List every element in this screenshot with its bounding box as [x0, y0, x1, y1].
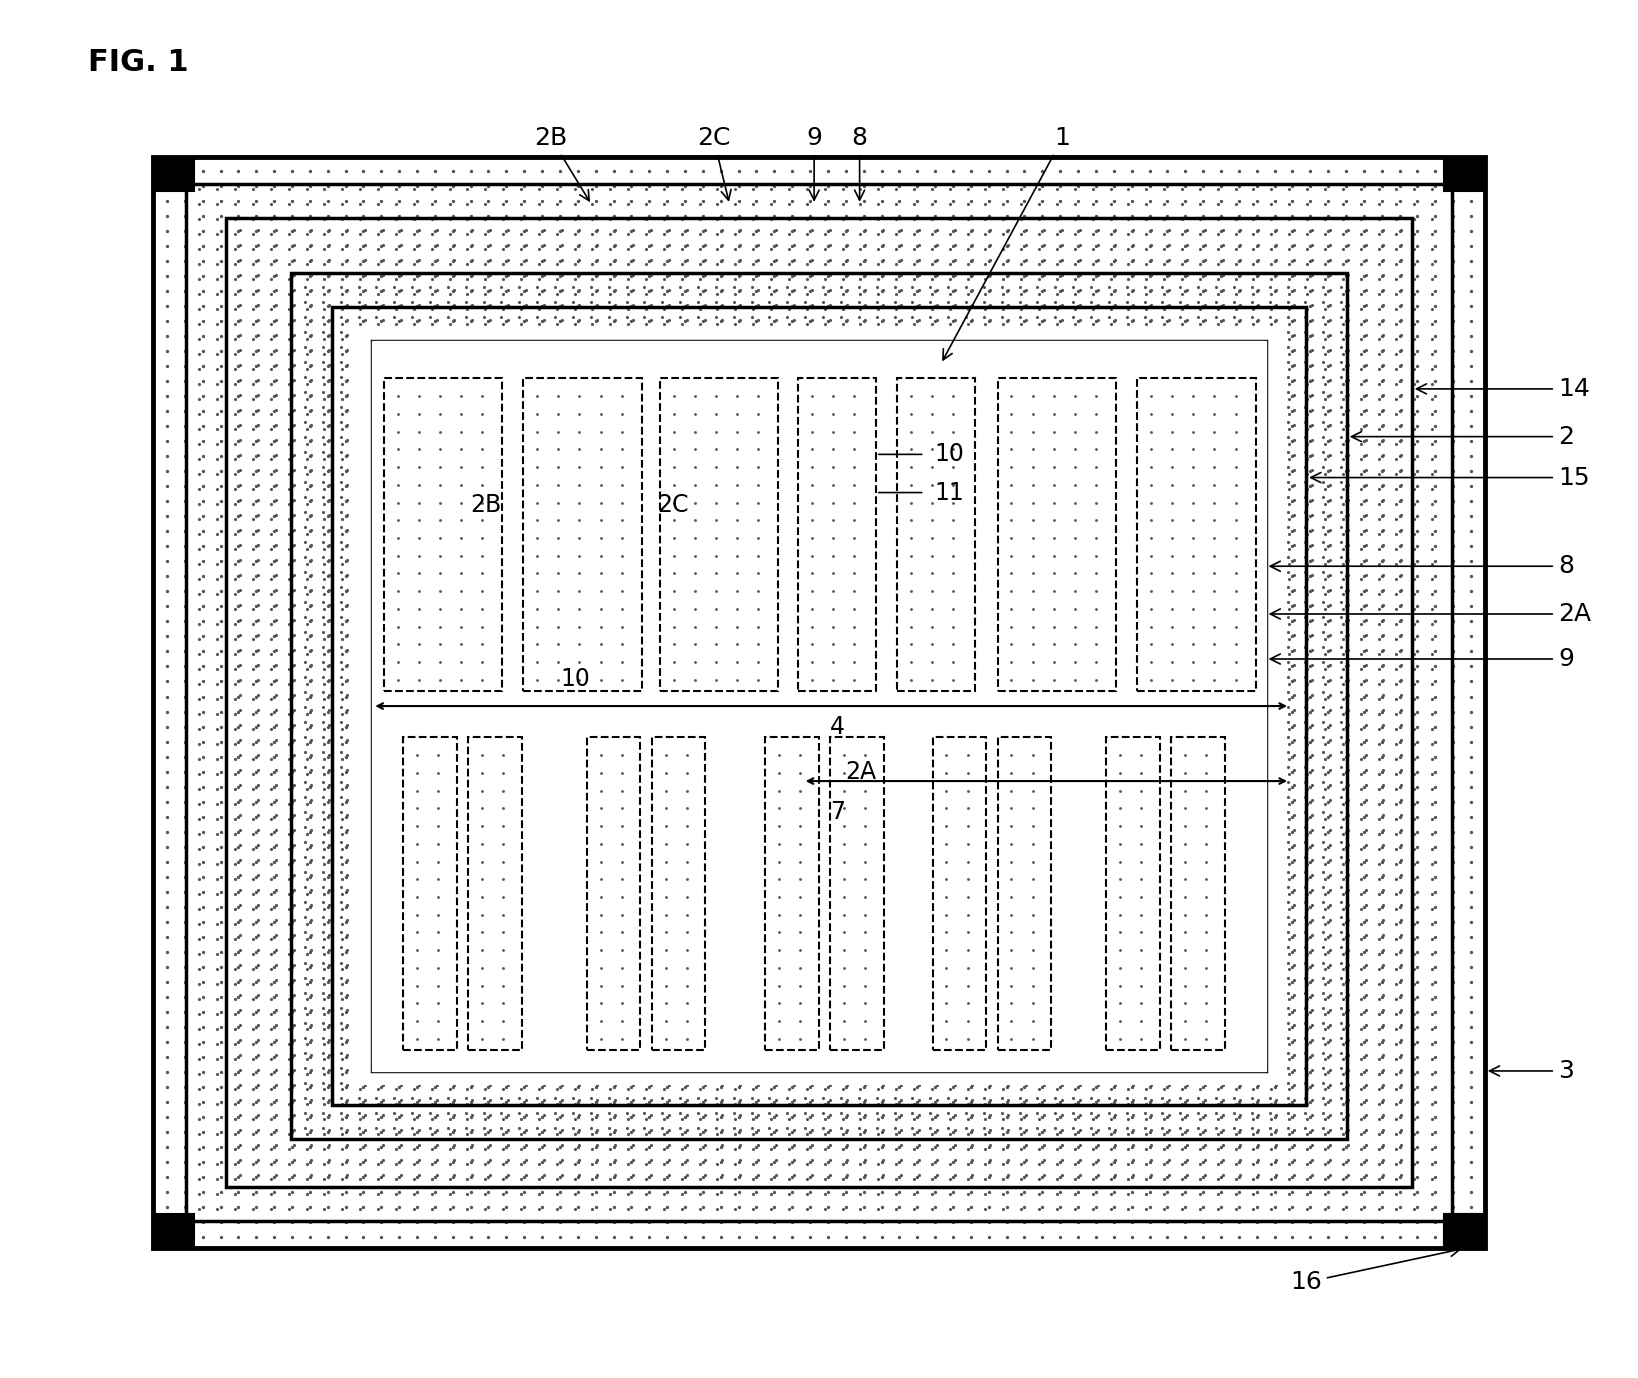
- Text: 4: 4: [830, 715, 845, 739]
- Bar: [1445, 1214, 1486, 1248]
- Bar: [1445, 157, 1486, 192]
- Bar: [1106, 737, 1160, 1050]
- Text: 9: 9: [806, 127, 822, 200]
- Text: 1: 1: [943, 127, 1071, 360]
- Text: 2C: 2C: [696, 127, 731, 200]
- Bar: [383, 378, 503, 692]
- Bar: [998, 378, 1115, 692]
- Text: FIG. 1: FIG. 1: [88, 48, 188, 77]
- Bar: [898, 378, 975, 692]
- Bar: [403, 737, 457, 1050]
- Bar: [798, 378, 876, 692]
- Bar: [1171, 737, 1225, 1050]
- Text: 2: 2: [1351, 424, 1574, 449]
- Bar: [152, 157, 193, 192]
- Bar: [652, 737, 706, 1050]
- Text: 10: 10: [560, 667, 590, 690]
- Polygon shape: [372, 342, 1266, 1071]
- Text: 11: 11: [934, 481, 965, 504]
- Text: 2A: 2A: [1271, 602, 1590, 626]
- Text: 8: 8: [852, 127, 868, 200]
- Bar: [830, 737, 885, 1050]
- Bar: [765, 737, 819, 1050]
- Bar: [998, 737, 1052, 1050]
- Bar: [152, 157, 1486, 1248]
- Text: 3: 3: [1489, 1058, 1574, 1083]
- Bar: [468, 737, 523, 1050]
- Bar: [185, 185, 1453, 1221]
- Bar: [372, 342, 1266, 1071]
- Text: 2B: 2B: [534, 127, 590, 201]
- Bar: [152, 1214, 193, 1248]
- Bar: [660, 378, 778, 692]
- Text: 16: 16: [1291, 1247, 1459, 1294]
- Text: 8: 8: [1271, 554, 1574, 579]
- Bar: [932, 737, 986, 1050]
- Bar: [355, 328, 1283, 1084]
- Text: 14: 14: [1417, 378, 1590, 401]
- Text: 15: 15: [1310, 466, 1589, 489]
- Bar: [292, 273, 1346, 1140]
- Text: 2B: 2B: [470, 493, 501, 517]
- Bar: [333, 307, 1305, 1105]
- Bar: [524, 378, 642, 692]
- Text: 9: 9: [1271, 648, 1574, 671]
- Bar: [586, 737, 640, 1050]
- Text: 2A: 2A: [845, 759, 876, 784]
- Bar: [1137, 378, 1256, 692]
- Bar: [1445, 1214, 1486, 1248]
- Bar: [226, 218, 1412, 1186]
- Text: 2C: 2C: [657, 493, 688, 517]
- Text: 10: 10: [934, 442, 965, 466]
- Text: 7: 7: [830, 801, 845, 824]
